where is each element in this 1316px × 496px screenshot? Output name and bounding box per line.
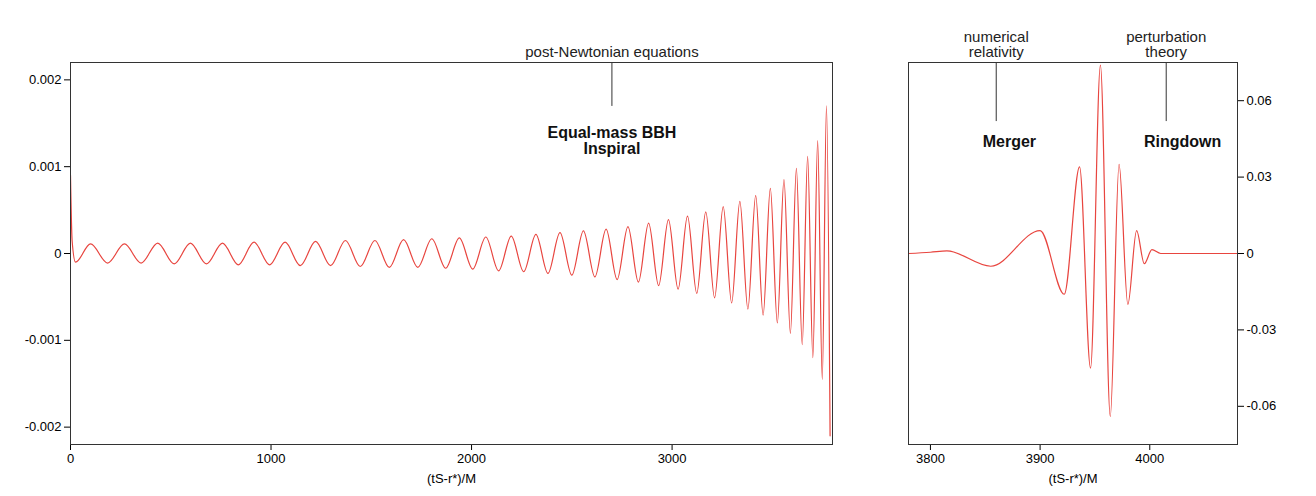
svg-text:post-Newtonian equations: post-Newtonian equations bbox=[525, 43, 698, 60]
svg-text:0.002: 0.002 bbox=[29, 72, 62, 87]
svg-text:3800: 3800 bbox=[916, 451, 945, 466]
svg-text:(tS-r*)/M: (tS-r*)/M bbox=[427, 471, 476, 486]
svg-text:Merger: Merger bbox=[983, 133, 1036, 150]
svg-text:0.001: 0.001 bbox=[29, 159, 62, 174]
svg-text:-0.002: -0.002 bbox=[25, 419, 62, 434]
svg-text:0: 0 bbox=[1247, 246, 1254, 261]
svg-text:1000: 1000 bbox=[257, 451, 286, 466]
svg-text:4000: 4000 bbox=[1135, 451, 1164, 466]
svg-text:3000: 3000 bbox=[658, 451, 687, 466]
svg-text:2000: 2000 bbox=[457, 451, 486, 466]
svg-text:(tS-r*)/M: (tS-r*)/M bbox=[1048, 471, 1097, 486]
svg-text:-0.001: -0.001 bbox=[25, 332, 62, 347]
svg-text:perturbationtheory: perturbationtheory bbox=[1126, 28, 1206, 60]
svg-text:-0.03: -0.03 bbox=[1247, 322, 1277, 337]
svg-text:0: 0 bbox=[67, 451, 74, 466]
svg-text:Ringdown: Ringdown bbox=[1144, 133, 1221, 150]
svg-text:0.03: 0.03 bbox=[1247, 169, 1272, 184]
svg-text:3900: 3900 bbox=[1026, 451, 1055, 466]
svg-text:0: 0 bbox=[54, 246, 61, 261]
svg-text:-0.06: -0.06 bbox=[1247, 398, 1277, 413]
svg-text:0.06: 0.06 bbox=[1247, 93, 1272, 108]
svg-text:Equal-mass BBHInspiral: Equal-mass BBHInspiral bbox=[547, 124, 676, 157]
svg-text:numericalrelativity: numericalrelativity bbox=[964, 28, 1029, 60]
